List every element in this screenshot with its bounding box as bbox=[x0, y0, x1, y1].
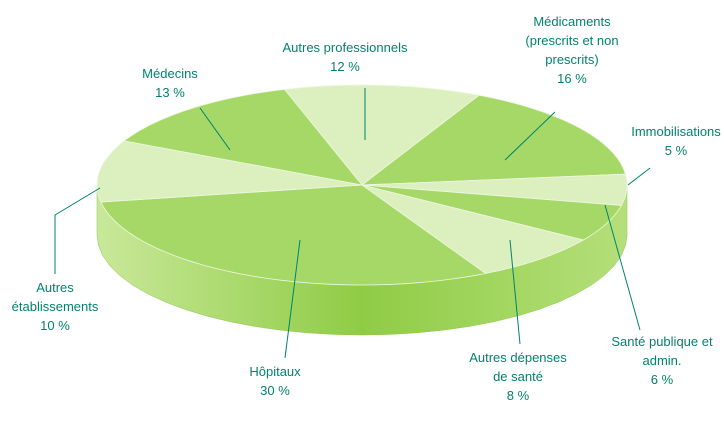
leader-line bbox=[604, 204, 641, 331]
slice-label: Hôpitaux 30 % bbox=[225, 362, 325, 400]
category-label: Autres dépenses de santé bbox=[469, 350, 567, 384]
pie-slice bbox=[361, 173, 628, 206]
value-label: 12 % bbox=[330, 59, 360, 74]
value-label: 6 % bbox=[650, 372, 674, 387]
slice-label: Autres établissements 10 % bbox=[8, 278, 103, 335]
pie-slice bbox=[96, 140, 363, 203]
value-label: 13 % bbox=[155, 85, 185, 100]
leader-line bbox=[504, 111, 556, 161]
leader-line bbox=[54, 187, 101, 274]
category-label: Autres professionnels bbox=[282, 40, 408, 55]
pie-slice bbox=[361, 184, 623, 241]
slice-label: Santé publique et admin. 6 % bbox=[607, 332, 717, 389]
value-label: 16 % bbox=[557, 71, 587, 86]
leader-line bbox=[627, 167, 651, 186]
slice-label: Médecins 13 % bbox=[120, 64, 220, 102]
leader-line bbox=[199, 107, 231, 151]
category-label: Autres établissements bbox=[11, 280, 99, 314]
value-label: 5 % bbox=[664, 143, 688, 158]
slice-label: Médicaments (prescrits et non prescrits)… bbox=[517, 12, 627, 88]
value-label: 30 % bbox=[260, 383, 290, 398]
leader-line bbox=[284, 239, 301, 359]
pie-slice bbox=[123, 88, 363, 186]
pie-slice bbox=[283, 84, 480, 186]
slice-label: Autres professionnels 12 % bbox=[255, 38, 435, 76]
slice-label: Immobilisations 5 % bbox=[611, 122, 724, 160]
value-label: 10 % bbox=[40, 318, 70, 333]
pie-slice bbox=[360, 94, 626, 186]
slice-label: Autres dépenses de santé 8 % bbox=[461, 348, 576, 405]
category-label: Médecins bbox=[142, 66, 198, 81]
pie-slice bbox=[100, 184, 487, 286]
value-label: 8 % bbox=[506, 388, 530, 403]
pie-slice bbox=[361, 184, 585, 274]
category-label: Immobilisations bbox=[631, 124, 721, 139]
category-label: Hôpitaux bbox=[249, 364, 301, 379]
leader-line bbox=[509, 239, 521, 345]
category-label: Médicaments (prescrits et non prescrits) bbox=[525, 14, 619, 67]
category-label: Santé publique et admin. bbox=[611, 334, 713, 368]
